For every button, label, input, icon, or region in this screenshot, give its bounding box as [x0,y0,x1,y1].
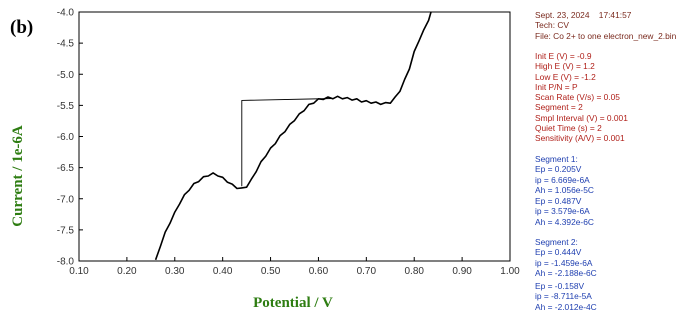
x-axis-label: Potential / V [253,295,333,311]
info-header-line: File: Co 2+ to one electron_new_2.bin [535,30,677,41]
info-segment-1: Segment 1: Ep = 0.205V ip = 6.669e-6A Ah = … [535,154,594,195]
info-segment-line: Ah = 4.392e-6C [535,216,594,227]
traces [154,11,432,261]
info-param-line: Quiet Time (s) = 2 [535,123,602,134]
info-segment-line: Ep = -0.158V [535,281,585,291]
info-segment-line: ip = 3.579e-6A [535,206,590,217]
info-segment-line: ip = -8.711e-5A [535,291,592,302]
info-parameters: Init E (V) = -0.9 High E (V) = 1.2 Low E (… [535,51,628,144]
y-tick-label: -6.0 [57,132,75,143]
y-tick-label: -5.5 [57,101,75,112]
x-tick-label: 0.70 [357,266,377,277]
y-tick-label: -7.5 [57,225,75,236]
x-tick-label: 0.30 [165,266,185,277]
info-segment-line: Ep = 0.444V [535,247,582,258]
y-tick-label: -4.0 [57,8,75,19]
info-segment-1b: Ep = 0.487V ip = 3.579e-6A Ah = 4.392e-6C [535,196,594,227]
info-segment-line: Ah = 1.056e-5C [535,184,594,195]
plot-frame [78,11,511,262]
y-tick-label: -7.0 [57,194,75,205]
y-tick-label: -6.5 [57,163,75,174]
x-tick-label: 0.40 [213,266,233,277]
info-segment-line: Ah = -2.188e-6C [535,267,597,278]
baseline-marker [241,98,333,187]
info-param-line: High E (V) = 1.2 [535,61,595,72]
info-segment-line: Ep = 0.205V [535,164,582,175]
x-tick-label: 0.60 [309,266,329,277]
info-header: Sept. 23, 2024 17:41:57 Tech: CV File: Co … [535,10,676,41]
info-header-line: Sept. 23, 2024 17:41:57 [535,10,632,20]
info-param-line: Init E (V) = -0.9 [535,51,592,61]
x-tick-label: 0.10 [69,266,89,277]
x-tick-label: 0.20 [117,266,137,277]
x-tick-label: 0.50 [261,266,281,277]
info-param-line: Scan Rate (V/s) = 0.05 [535,92,620,103]
info-segment-2b: Ep = -0.158V ip = -8.711e-5A Ah = -2.012e-… [535,281,597,312]
y-ticks: -4.0 -4.5 -5.0 -5.5 -6.0 -6.5 -7.0 -7.5 -8.0 [57,8,83,268]
info-segment-2: Segment 2: Ep = 0.444V ip = -1.459e-6A Ah =… [535,237,597,278]
y-tick-label: -5.0 [57,70,75,81]
info-segment-line: Ep = 0.487V [535,196,582,206]
info-param-line: Init P/N = P [535,81,578,92]
cv-trace [154,11,432,261]
info-segment-line: ip = -1.459e-6A [535,257,593,268]
info-segment-line: Segment 1: [535,154,578,164]
info-param-line: Low E (V) = -1.2 [535,71,596,82]
x-tick-label: 0.80 [404,266,424,277]
info-segment-line: Segment 2: [535,237,578,247]
panel-label: (b) [10,17,33,38]
info-param-line: Segment = 2 [535,102,583,113]
x-tick-label: 1.00 [500,266,520,277]
info-param-line: Smpl Interval (V) = 0.001 [535,112,628,123]
x-ticks: 0.10 0.20 0.30 0.40 0.50 0.60 0.70 0.80 0.90 1.00 [69,257,520,277]
info-param-line: Sensitivity (A/V) = 0.001 [535,133,625,144]
y-tick-label: -4.5 [57,39,75,50]
info-segment-line: Ah = -2.012e-4C [535,301,597,312]
y-axis-label: Current / 1e-6A [10,125,26,227]
info-header-line: Tech: CV [535,20,569,31]
info-segment-line: ip = 6.669e-6A [535,174,590,185]
y-tick-label: -8.0 [57,257,75,268]
x-tick-label: 0.90 [452,266,472,277]
